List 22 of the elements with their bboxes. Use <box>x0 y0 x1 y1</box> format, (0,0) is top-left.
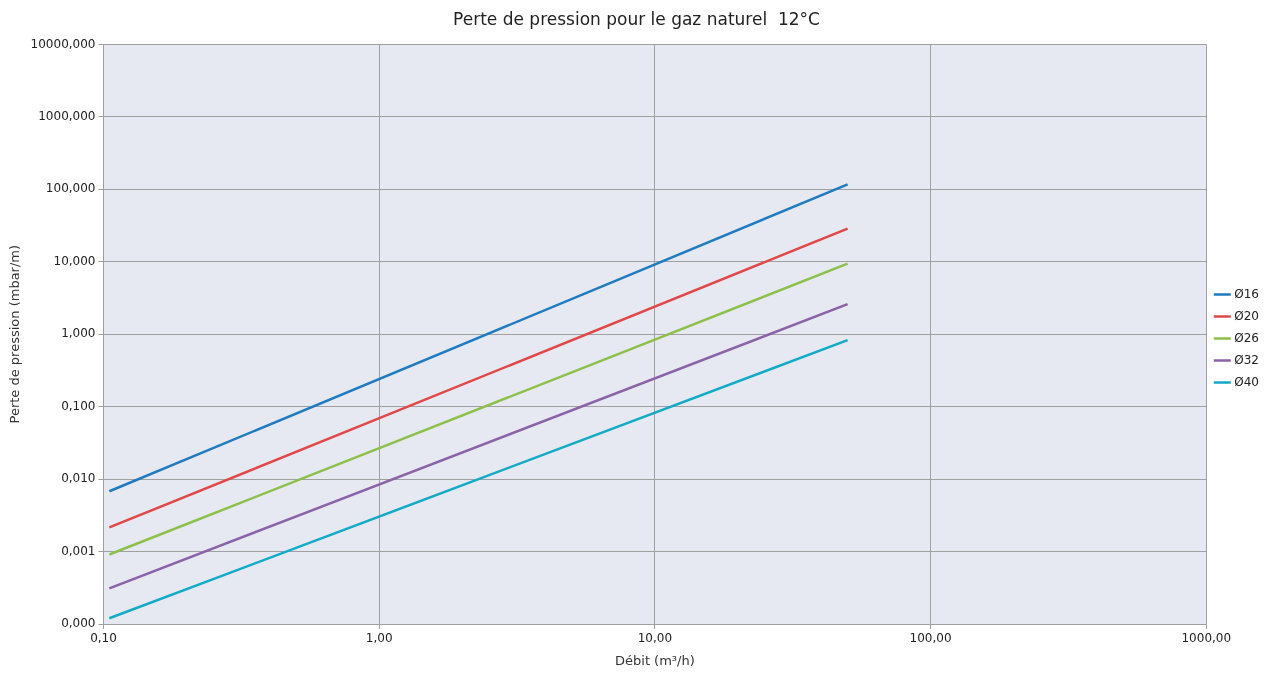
legend-label: Ø16 <box>1234 286 1259 301</box>
y-tick-label: 1,000 <box>61 326 96 341</box>
x-tick-label: 1000,00 <box>1181 631 1232 646</box>
y-tick-label: 0,100 <box>61 398 96 413</box>
x-tick-label: 0,10 <box>90 631 117 646</box>
x-tick-label: 1,00 <box>365 631 393 646</box>
chart-title: Perte de pression pour le gaz naturel 12°C <box>453 8 820 29</box>
y-tick-label: 10000,000 <box>30 36 96 51</box>
y-tick-label: 0,000 <box>61 616 96 631</box>
legend-label: Ø32 <box>1234 352 1259 367</box>
legend-label: Ø26 <box>1234 330 1259 345</box>
y-tick-label: 100,000 <box>45 181 96 196</box>
legend-label: Ø40 <box>1234 374 1259 389</box>
x-tick-label: 10,00 <box>637 631 673 646</box>
y-tick-label: 10,000 <box>53 253 96 268</box>
y-axis-title: Perte de pression (mbar/m) <box>7 244 23 424</box>
y-tick-label: 0,010 <box>61 471 96 486</box>
legend-label: Ø20 <box>1234 308 1259 323</box>
y-tick-label: 0,001 <box>61 543 96 558</box>
y-tick-label: 1000,000 <box>38 108 96 123</box>
x-tick-label: 100,00 <box>909 631 952 646</box>
x-axis-title: Débit (m³/h) <box>615 652 695 668</box>
